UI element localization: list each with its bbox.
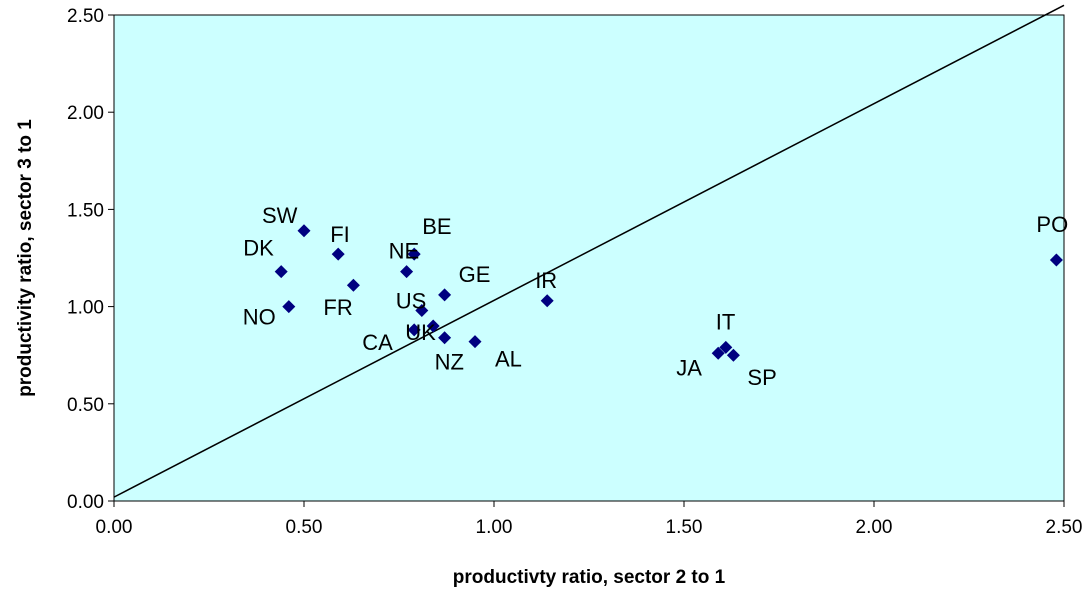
point-label-sw: SW (262, 203, 298, 228)
point-dk (274, 265, 288, 279)
y-tick-label: 2.50 (67, 6, 104, 27)
point-label-po: PO (1036, 212, 1068, 237)
x-tick-label: 0.50 (286, 517, 323, 538)
point-fi (331, 247, 345, 261)
point-sw (297, 224, 311, 238)
point-label-uk: UK (405, 320, 436, 345)
point-label-sp: SP (747, 365, 776, 390)
point-it (719, 340, 733, 354)
y-tick-label: 1.00 (67, 298, 104, 319)
point-ge (438, 288, 452, 302)
reference-line (113, 4, 1065, 498)
point-label-be: BE (422, 214, 451, 239)
y-tick-label: 0.50 (67, 395, 104, 416)
point-label-dk: DK (243, 236, 274, 261)
point-label-ge: GE (459, 262, 491, 287)
x-tick-label: 1.50 (666, 517, 703, 538)
point-fr (346, 278, 360, 292)
point-label-nz: NZ (435, 350, 464, 375)
point-po (1049, 253, 1063, 267)
point-al (468, 335, 482, 349)
point-label-us: US (396, 288, 427, 313)
point-us (415, 303, 429, 317)
x-tick-label: 0.00 (96, 517, 133, 538)
data-points (274, 224, 1063, 362)
x-tick-label: 2.50 (1046, 517, 1083, 538)
point-label-ir: IR (535, 268, 557, 293)
point-label-ne: NE (389, 239, 420, 264)
y-tick-label: 0.00 (67, 492, 104, 513)
point-label-fi: FI (330, 222, 350, 247)
y-tick-label: 2.00 (67, 103, 104, 124)
point-label-it: IT (716, 309, 736, 334)
point-ca (407, 323, 421, 337)
point-label-fr: FR (323, 295, 352, 320)
axis-ticks: 0.00 0.50 1.00 1.50 2.00 2.50 0.00 0.50 1.00 1.50… (67, 6, 1082, 538)
point-uk (426, 319, 440, 333)
x-tick-label: 2.00 (856, 517, 893, 538)
point-be (407, 247, 421, 261)
point-sp (726, 348, 740, 362)
y-tick-label: 1.50 (67, 200, 104, 221)
y-axis-title: productivity ratio, sector 3 to 1 (15, 119, 36, 397)
plot-area (113, 14, 1065, 502)
point-label-ja: JA (676, 355, 702, 380)
point-ir (540, 294, 554, 308)
point-label-ca: CA (362, 330, 393, 355)
point-no (282, 300, 296, 314)
point-label-al: AL (495, 347, 522, 372)
x-tick-label: 1.00 (476, 517, 513, 538)
x-axis-title: productivty ratio, sector 2 to 1 (453, 567, 726, 588)
point-nz (438, 331, 452, 345)
point-ne (400, 265, 414, 279)
point-ja (711, 346, 725, 360)
point-label-no: NO (243, 305, 276, 330)
